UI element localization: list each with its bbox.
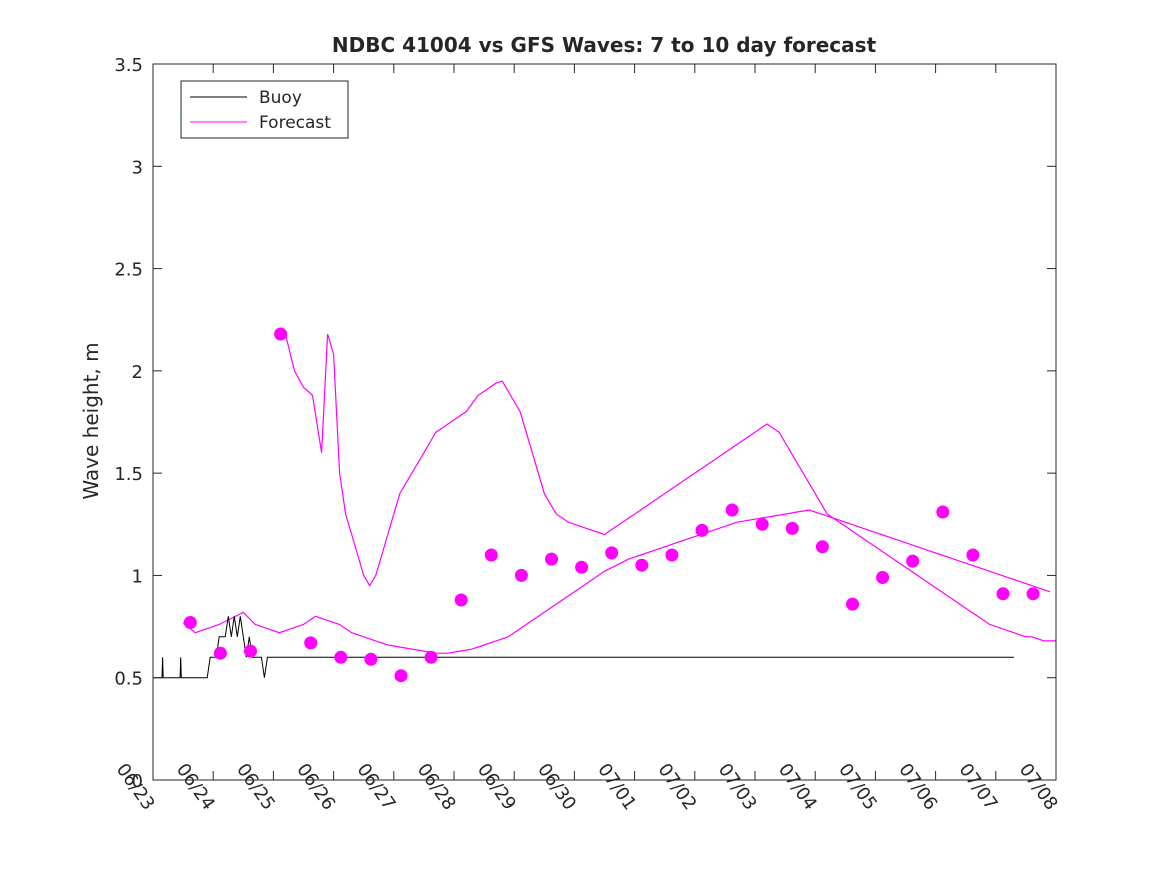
chart-title: NDBC 41004 vs GFS Waves: 7 to 10 day for… xyxy=(332,33,877,57)
forecast-point xyxy=(755,517,769,531)
forecast-point xyxy=(424,650,438,664)
forecast-point xyxy=(454,593,468,607)
forecast-point xyxy=(815,540,829,554)
forecast-point xyxy=(364,652,378,666)
y-tick-label: 2.5 xyxy=(114,260,143,281)
forecast-point xyxy=(695,523,709,537)
legend-forecast-label: Forecast xyxy=(259,113,331,133)
forecast-point xyxy=(996,587,1010,601)
legend-box xyxy=(180,80,349,139)
forecast-point xyxy=(514,568,528,582)
forecast-point xyxy=(725,503,739,517)
forecast-point xyxy=(1026,587,1040,601)
forecast-point xyxy=(785,521,799,535)
forecast-point xyxy=(545,552,558,566)
forecast-point xyxy=(575,560,589,574)
forecast-point xyxy=(274,327,288,341)
forecast-point xyxy=(936,505,950,519)
forecast-line-1 xyxy=(182,509,1051,654)
forecast-point xyxy=(906,554,920,568)
plot-area xyxy=(153,64,1056,780)
forecast-point xyxy=(334,650,348,664)
forecast-point xyxy=(484,548,498,562)
y-tick-label: 0.5 xyxy=(114,669,143,690)
forecast-point xyxy=(966,548,980,562)
plot-background xyxy=(153,64,1056,780)
y-tick-label: 3.5 xyxy=(114,55,143,76)
y-tick-label: 0 xyxy=(132,771,143,792)
forecast-point xyxy=(304,636,318,650)
forecast-point xyxy=(635,558,649,572)
forecast-point xyxy=(213,646,227,660)
forecast-point xyxy=(183,616,197,629)
forecast-point xyxy=(605,546,619,560)
forecast-point xyxy=(394,669,408,683)
forecast-point xyxy=(846,597,859,611)
y-axis-label: Wave height, m xyxy=(79,342,103,499)
y-tick-label: 1.5 xyxy=(114,464,143,485)
y-tick-label: 3 xyxy=(132,157,143,178)
forecast-line-2 xyxy=(284,333,1056,642)
forecast-point xyxy=(876,571,890,584)
forecast-point xyxy=(244,644,257,658)
y-tick-label: 1 xyxy=(132,566,143,587)
y-tick-label: 2 xyxy=(132,362,143,383)
legend: Buoy Forecast xyxy=(180,80,349,139)
forecast-point xyxy=(665,548,679,562)
axes-box xyxy=(152,63,1057,781)
forecast-markers xyxy=(183,327,1040,683)
legend-buoy-label: Buoy xyxy=(259,88,302,108)
